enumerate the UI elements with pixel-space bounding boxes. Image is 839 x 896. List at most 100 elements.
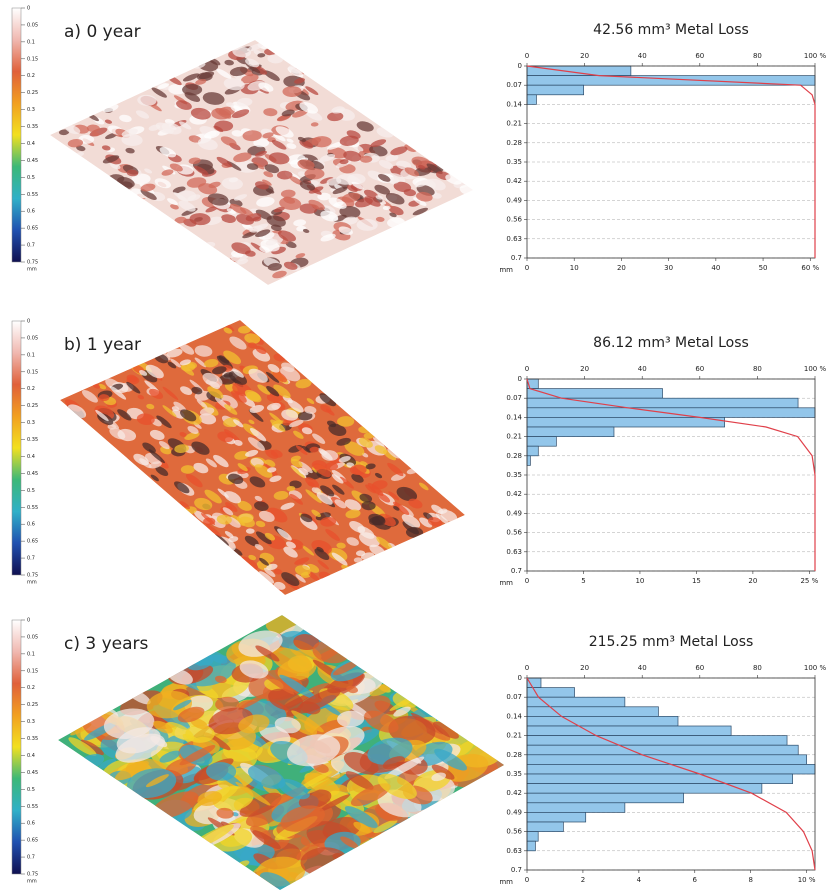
colorbar-tick-label: 0.45 bbox=[27, 158, 38, 164]
x2-tick-label: 100 % bbox=[804, 664, 827, 672]
x-tick-label: 20 bbox=[617, 264, 626, 272]
x-tick-label: 6 bbox=[693, 876, 698, 884]
colorbar-tick-label: 0.35 bbox=[27, 736, 38, 742]
y-tick-label: 0.7 bbox=[511, 254, 522, 262]
bar bbox=[527, 85, 584, 95]
x2-tick-label: 60 bbox=[695, 365, 704, 373]
bar bbox=[527, 437, 556, 447]
x2-tick-label: 100 % bbox=[804, 365, 827, 373]
colorbar bbox=[12, 620, 21, 874]
surface bbox=[36, 33, 484, 292]
y-tick-label: 0.42 bbox=[506, 177, 522, 185]
x-tick-label: 30 bbox=[664, 264, 673, 272]
colorbar-tick-label: 0.3 bbox=[27, 107, 35, 113]
x-tick-label: 10 % bbox=[798, 876, 816, 884]
y-tick-label: 0.49 bbox=[506, 509, 522, 517]
x-tick-label: 50 bbox=[759, 264, 768, 272]
colorbar-tick-label: 0.2 bbox=[27, 685, 35, 691]
bar bbox=[527, 707, 658, 717]
colorbar-tick-label: 0.55 bbox=[27, 192, 38, 198]
bar bbox=[527, 417, 725, 427]
colorbar-tick-label: 0.2 bbox=[27, 73, 35, 79]
x2-tick-label: 100 % bbox=[804, 52, 827, 60]
x2-tick-label: 0 bbox=[525, 664, 529, 672]
colorbar-unit: mm bbox=[27, 267, 37, 273]
colorbar-tick-label: 0.4 bbox=[27, 454, 35, 460]
panel: 00.050.10.150.20.250.30.350.40.450.50.55… bbox=[12, 314, 826, 600]
x-tick-label: 8 bbox=[748, 876, 752, 884]
bar bbox=[527, 784, 762, 794]
y-tick-label: 0.63 bbox=[506, 548, 522, 556]
bar bbox=[527, 95, 536, 105]
colorbar-tick-label: 0.05 bbox=[27, 335, 38, 341]
bar bbox=[527, 812, 586, 822]
y-tick-label: 0.35 bbox=[506, 471, 522, 479]
x2-tick-label: 0 bbox=[525, 365, 529, 373]
panel: 00.050.10.150.20.250.30.350.40.450.50.55… bbox=[12, 6, 826, 293]
x-tick-label: 4 bbox=[637, 876, 642, 884]
colorbar bbox=[12, 321, 21, 575]
chart-title: 42.56 mm³ Metal Loss bbox=[593, 22, 749, 38]
y-tick-label: 0.35 bbox=[506, 158, 522, 166]
x-tick-label: 2 bbox=[581, 876, 585, 884]
x2-tick-label: 80 bbox=[753, 664, 762, 672]
bar bbox=[527, 774, 793, 784]
x-tick-label: 20 bbox=[748, 577, 757, 585]
colorbar-tick-label: 0.25 bbox=[27, 90, 38, 96]
y-tick-label: 0.49 bbox=[506, 196, 522, 204]
panel-label: c) 3 years bbox=[64, 634, 149, 654]
x-tick-label: 0 bbox=[525, 876, 529, 884]
y-tick-label: 0.07 bbox=[506, 81, 522, 89]
colorbar-tick-label: 0.6 bbox=[27, 522, 35, 528]
chart-title: 86.12 mm³ Metal Loss bbox=[593, 335, 749, 351]
colorbar-tick-label: 0 bbox=[27, 319, 30, 325]
colorbar-tick-label: 0.75 bbox=[27, 872, 38, 878]
y-tick-label: 0.56 bbox=[506, 529, 522, 537]
colorbar-tick-label: 0.3 bbox=[27, 420, 35, 426]
colorbar-tick-label: 0.15 bbox=[27, 56, 38, 62]
x2-tick-label: 80 bbox=[753, 52, 762, 60]
x-tick-label: 40 bbox=[711, 264, 720, 272]
y-tick-label: 0.28 bbox=[506, 452, 522, 460]
y-tick-label: 0.56 bbox=[506, 828, 522, 836]
bar bbox=[527, 678, 541, 688]
colorbar-tick-label: 0.6 bbox=[27, 209, 35, 215]
y-tick-label: 0.7 bbox=[511, 866, 522, 874]
y-tick-label: 0 bbox=[518, 674, 522, 682]
y-tick-label: 0.21 bbox=[506, 120, 522, 128]
colorbar-tick-label: 0.65 bbox=[27, 226, 38, 232]
bar bbox=[527, 446, 538, 456]
figure: 0 0.05 0.1 0.15 0.2 0.25 0.3 0.35 0.4 0.45 0.5 0.55… bbox=[0, 0, 839, 896]
panel-label: a) 0 year bbox=[64, 22, 141, 42]
bar bbox=[527, 726, 731, 736]
y-tick-label: 0.21 bbox=[506, 732, 522, 740]
bar bbox=[527, 803, 625, 813]
x2-tick-label: 40 bbox=[638, 52, 647, 60]
y-tick-label: 0.07 bbox=[506, 693, 522, 701]
x2-tick-label: 60 bbox=[695, 664, 704, 672]
colorbar-tick-label: 0.65 bbox=[27, 838, 38, 844]
chart-title: 215.25 mm³ Metal Loss bbox=[589, 634, 754, 650]
bar bbox=[527, 697, 625, 707]
colorbar-tick-label: 0.1 bbox=[27, 39, 35, 45]
y-tick-label: 0.63 bbox=[506, 235, 522, 243]
colorbar-tick-label: 0.65 bbox=[27, 539, 38, 545]
surface bbox=[49, 314, 472, 600]
y-unit: mm bbox=[499, 878, 513, 886]
y-tick-label: 0.42 bbox=[506, 789, 522, 797]
panel: 00.050.10.150.20.250.30.350.40.450.50.55… bbox=[12, 597, 826, 896]
x-tick-label: 25 % bbox=[800, 577, 818, 585]
y-tick-label: 0.7 bbox=[511, 567, 522, 575]
colorbar-tick-label: 0.45 bbox=[27, 471, 38, 477]
colorbar-tick-label: 0.35 bbox=[27, 437, 38, 443]
colorbar-tick-label: 0.5 bbox=[27, 787, 35, 793]
bar bbox=[527, 841, 535, 851]
y-tick-label: 0.35 bbox=[506, 770, 522, 778]
bar bbox=[527, 736, 787, 746]
colorbar-tick-label: 0.45 bbox=[27, 770, 38, 776]
colorbar-tick-label: 0.55 bbox=[27, 505, 38, 511]
bar bbox=[527, 764, 815, 774]
colorbar-tick-label: 0.4 bbox=[27, 141, 35, 147]
colorbar-tick-label: 0.7 bbox=[27, 243, 35, 249]
bar bbox=[527, 66, 631, 76]
